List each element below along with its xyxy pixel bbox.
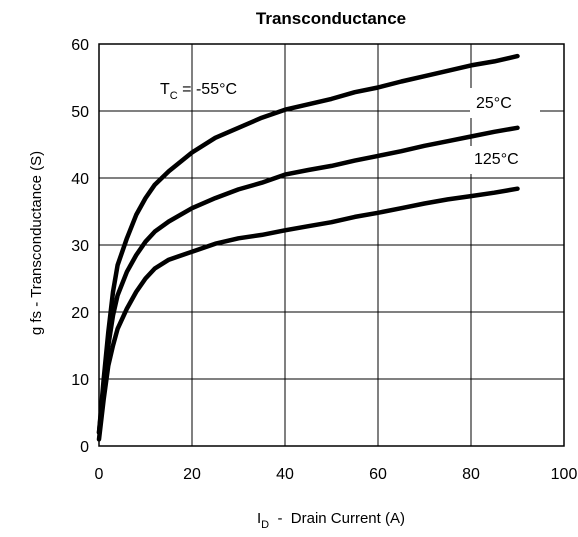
y-tick-label: 20 [71, 305, 89, 322]
x-tick-labels: 0 20 40 60 80 100 [95, 466, 578, 483]
series-line-0 [96, 53, 520, 435]
x-tick-label: 100 [551, 466, 578, 483]
x-tick-label: 80 [462, 466, 480, 483]
y-tick-label: 10 [71, 372, 89, 389]
plot-frame [98, 43, 565, 447]
x-tick-label: 60 [369, 466, 387, 483]
y-tick-label: 40 [71, 171, 89, 188]
x-tick-label: 40 [276, 466, 294, 483]
curve-label-125c: 125°C [474, 151, 519, 168]
chart-title: Transconductance [256, 9, 406, 28]
y-tick-labels: 0 10 20 30 40 50 60 [71, 37, 89, 456]
curves [96, 53, 520, 442]
x-axis-label: ID - Drain Current (A) [257, 510, 405, 531]
x-tick-label: 0 [95, 466, 104, 483]
y-tick-label: 30 [71, 238, 89, 255]
curve-label-tc: TC = -55°C [160, 81, 237, 102]
x-tick-label: 20 [183, 466, 201, 483]
series-line-2 [96, 186, 520, 442]
y-tick-label: 0 [80, 439, 89, 456]
curve-label-125-bg [468, 146, 540, 174]
y-axis-label: g fs - Transconductance (S) [28, 151, 45, 335]
series-line-1 [96, 125, 520, 435]
y-tick-label: 50 [71, 104, 89, 121]
curve-label-25-bg [470, 88, 540, 118]
y-tick-label: 60 [71, 37, 89, 54]
curve-label-25c: 25°C [476, 95, 512, 112]
